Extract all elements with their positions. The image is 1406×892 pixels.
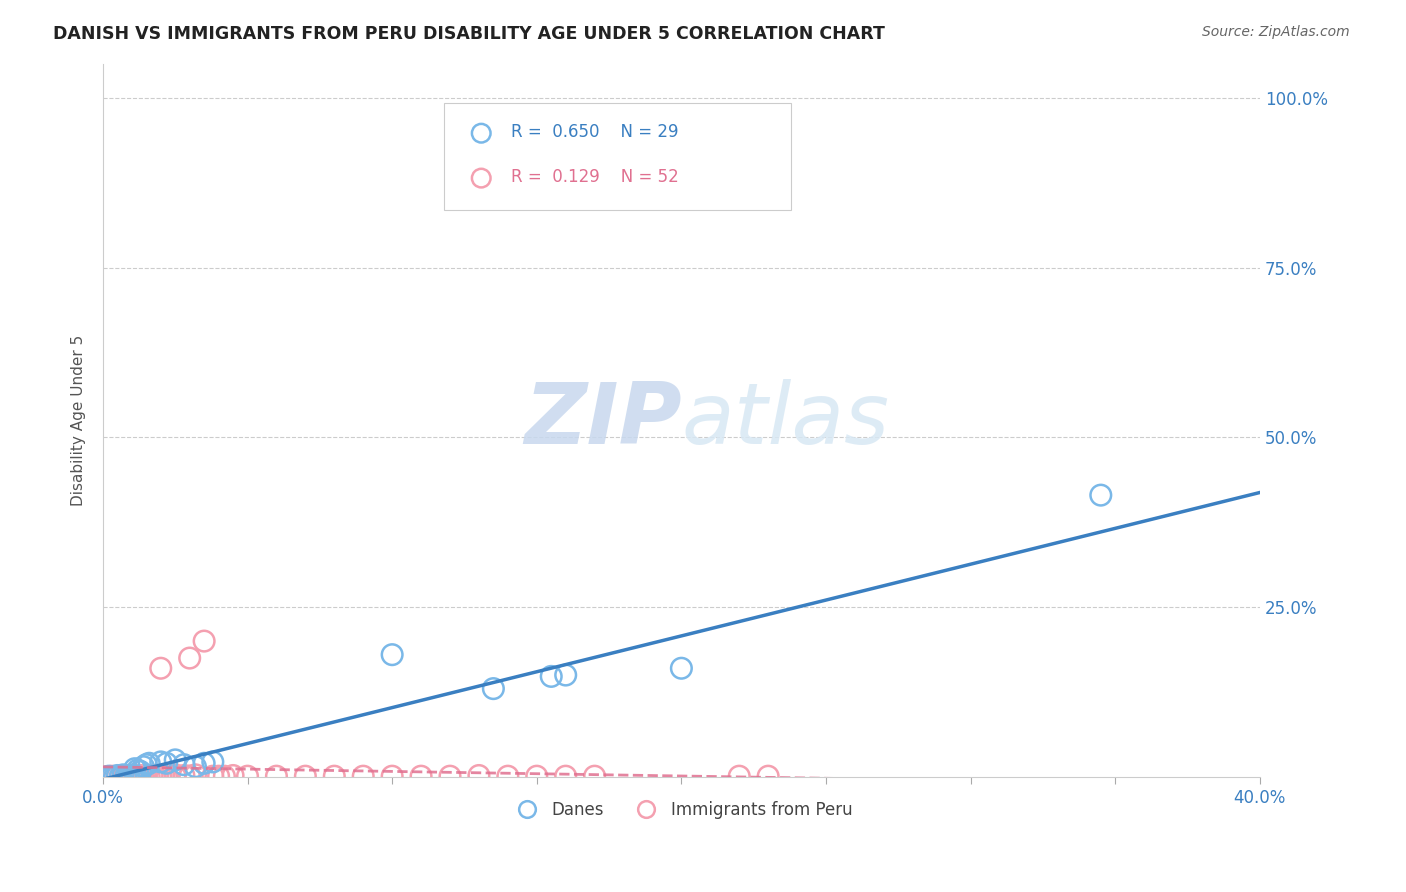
Point [554,668,576,682]
Point [115,769,138,783]
Point [381,769,404,783]
Point [132,769,155,783]
Y-axis label: Disability Age Under 5: Disability Age Under 5 [72,334,86,506]
Point [152,768,174,782]
Point [496,769,519,783]
Point [155,769,177,783]
Point [138,769,160,783]
Point [149,755,172,769]
Point [1090,488,1112,502]
Point [121,768,143,782]
Point [184,768,207,782]
Point [135,768,157,782]
Point [1038,200,1060,214]
FancyBboxPatch shape [444,103,792,211]
Text: R =  0.650    N = 29: R = 0.650 N = 29 [512,123,679,141]
Point [118,770,141,784]
Point [103,770,125,784]
Point [127,763,149,777]
Point [439,769,461,783]
Point [129,764,152,779]
Text: Source: ZipAtlas.com: Source: ZipAtlas.com [1202,25,1350,39]
Point [105,768,128,782]
Point [756,769,779,783]
Point [149,661,172,675]
Point [112,769,135,783]
Point [381,648,404,662]
Point [207,769,229,783]
Point [155,769,177,783]
Point [179,769,201,783]
Point [155,756,177,771]
Point [121,768,143,782]
Point [141,768,163,782]
Point [165,769,187,783]
Point [323,769,346,783]
Point [266,769,288,783]
Point [97,769,120,783]
Text: R =  0.129    N = 52: R = 0.129 N = 52 [512,168,679,186]
Point [583,769,606,783]
Point [728,769,751,783]
Point [540,669,562,683]
Point [103,770,125,784]
Point [135,757,157,772]
Point [143,769,166,783]
Point [671,661,693,675]
Point [97,770,120,784]
Point [124,762,146,776]
Point [352,769,374,783]
Point [236,769,259,783]
Legend: Danes, Immigrants from Peru: Danes, Immigrants from Peru [503,794,859,826]
Text: atlas: atlas [682,379,890,462]
Point [149,769,172,783]
Point [100,770,122,784]
Point [222,768,245,782]
Point [1038,157,1060,171]
Point [115,768,138,782]
Point [165,753,187,767]
Point [482,681,505,696]
Point [294,769,316,783]
Point [100,769,122,783]
Point [94,770,117,784]
Point [124,769,146,783]
Point [143,769,166,783]
Point [129,768,152,782]
Point [214,769,236,783]
Point [146,768,169,782]
Point [409,769,432,783]
Point [554,769,576,783]
Point [468,768,491,782]
Point [110,770,132,784]
Point [138,756,160,771]
Point [179,651,201,665]
Point [179,769,201,783]
Point [165,768,187,782]
Point [127,768,149,782]
Point [173,768,195,782]
Text: ZIP: ZIP [524,379,682,462]
Point [201,769,224,783]
Text: DANISH VS IMMIGRANTS FROM PERU DISABILITY AGE UNDER 5 CORRELATION CHART: DANISH VS IMMIGRANTS FROM PERU DISABILIT… [53,25,886,43]
Point [173,757,195,772]
Point [201,755,224,769]
Point [184,760,207,774]
Point [105,769,128,783]
Point [112,768,135,782]
Point [193,634,215,648]
Point [110,769,132,783]
Point [118,770,141,784]
Point [193,756,215,771]
Point [526,769,548,783]
Point [132,760,155,774]
